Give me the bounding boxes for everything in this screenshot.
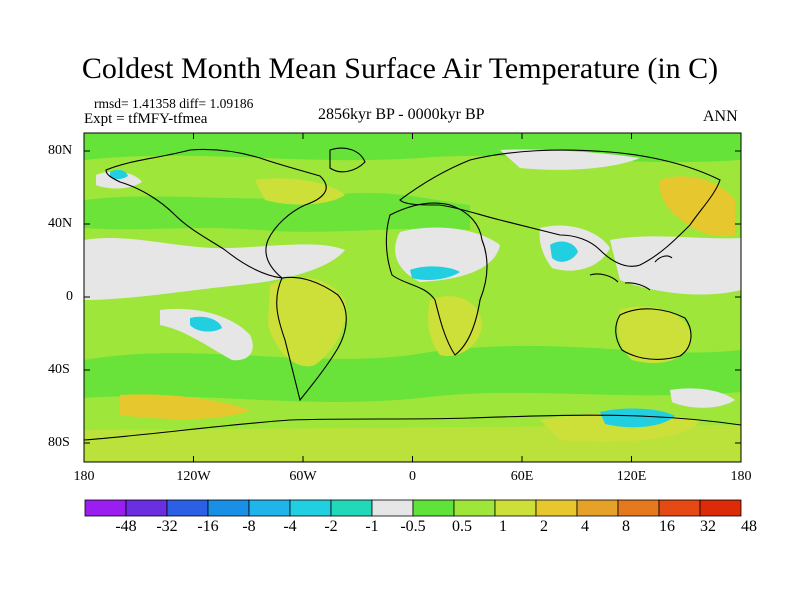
colorbar-label: -0.5 — [400, 518, 426, 535]
field-cool-sahel — [410, 266, 460, 280]
field-cool-india — [550, 241, 578, 262]
colorbar-label: -8 — [242, 518, 256, 535]
field-warm-south-pacific — [120, 394, 250, 420]
coast-antarctica — [84, 414, 741, 441]
coastlines — [84, 147, 741, 441]
colorbar-box — [576, 499, 619, 517]
lat-ticks — [84, 150, 741, 444]
colorbar-label: 8 — [622, 518, 630, 535]
coast-islands — [589, 255, 673, 291]
field-neutral-south-ocean — [670, 388, 735, 408]
field-band-mid — [84, 192, 470, 232]
subtitle-season: ANN — [703, 108, 738, 125]
colorbar-label: 32 — [700, 518, 716, 535]
field-cool-alaska — [110, 169, 128, 179]
colorbar-label: -32 — [156, 518, 178, 535]
field-warm-polar — [84, 425, 741, 462]
lon-label-60w: 60W — [289, 469, 317, 484]
field-neutral-wpacific — [610, 236, 741, 295]
lon-label-120w: 120W — [176, 469, 211, 484]
subtitle-period: 2856kyr BP - 0000kyr BP — [318, 106, 485, 123]
coast-australia — [615, 308, 692, 360]
lon-label-180w: 180 — [73, 469, 95, 484]
colorbar-box — [207, 499, 250, 517]
lat-label-40n: 40N — [48, 216, 73, 231]
field-warm-samerica — [268, 277, 346, 367]
field-warm-australia — [617, 306, 692, 364]
coast-south-america — [276, 276, 347, 402]
temperature-field — [84, 133, 741, 462]
colorbar-label: 1 — [499, 518, 507, 535]
stats-expt: Expt = tfMFY-tfmea — [84, 111, 208, 127]
map-title: Coldest Month Mean Surface Air Temperatu… — [81, 52, 719, 85]
colorbar-label: -2 — [324, 518, 338, 535]
lon-ticks — [83, 133, 742, 462]
lat-label-0: 0 — [66, 289, 73, 304]
field-neutral-trop-pacific — [84, 237, 345, 300]
lat-label-80n: 80N — [48, 143, 73, 158]
colorbar-box — [617, 499, 660, 517]
lon-label-60e: 60E — [510, 469, 534, 484]
colorbar-box — [125, 499, 168, 517]
lat-label-80s: 80S — [48, 435, 70, 450]
colorbar-label: 4 — [581, 518, 589, 535]
field-warm-africa — [428, 296, 482, 356]
stats-rmsd-diff: rmsd= 1.41358 diff= 1.09186 — [94, 96, 254, 111]
colorbar-box — [535, 499, 578, 517]
field-cool-antarctica — [600, 408, 675, 428]
colorbar-label: -16 — [197, 518, 219, 535]
lon-label-0: 0 — [409, 469, 416, 484]
field-neutral-alaska — [96, 171, 142, 189]
colorbar-label: 0.5 — [452, 518, 472, 535]
coast-greenland — [329, 147, 366, 173]
colorbar-box — [84, 499, 127, 517]
colorbar-label: -48 — [115, 518, 137, 535]
colorbar-label: 16 — [659, 518, 675, 535]
colorbar-box — [166, 499, 209, 517]
lon-label-120e: 120E — [616, 469, 647, 484]
colorbar-box — [248, 499, 291, 517]
coast-africa — [385, 202, 488, 356]
lat-label-40s: 40S — [48, 362, 70, 377]
colorbar-box — [330, 499, 373, 517]
colorbar-label: 2 — [540, 518, 548, 535]
colorbar — [84, 499, 742, 517]
coast-eurasia — [399, 149, 721, 267]
colorbar-box — [453, 499, 496, 517]
field-neutral-siberia — [500, 149, 640, 170]
colorbar-label: -1 — [365, 518, 379, 535]
colorbar-box — [371, 499, 414, 517]
colorbar-box — [494, 499, 537, 517]
colorbar-label: 48 — [741, 518, 757, 535]
colorbar-box — [412, 499, 455, 517]
field-neutral-sepacific — [160, 308, 253, 361]
field-band-south — [84, 345, 741, 402]
colorbar-box — [289, 499, 332, 517]
colorbar-box — [699, 499, 742, 517]
coast-north-america — [105, 148, 327, 279]
lon-label-180e: 180 — [730, 469, 752, 484]
field-cool-pacific — [190, 316, 222, 332]
field-warm-nepacific — [659, 176, 735, 237]
colorbar-label: -4 — [283, 518, 297, 535]
field-warm-natlantic — [255, 178, 345, 205]
colorbar-box — [658, 499, 701, 517]
